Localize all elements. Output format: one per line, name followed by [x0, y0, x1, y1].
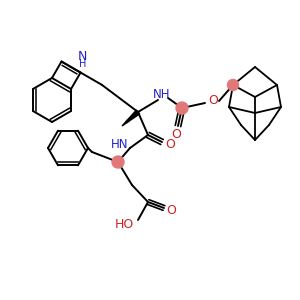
Text: O: O [171, 128, 181, 140]
Circle shape [227, 80, 239, 91]
Text: H: H [79, 58, 86, 68]
Circle shape [112, 156, 124, 168]
Text: O: O [208, 94, 218, 107]
Text: HN: HN [111, 139, 129, 152]
Text: O: O [165, 137, 175, 151]
Circle shape [176, 102, 188, 114]
Text: O: O [166, 203, 176, 217]
Text: N: N [78, 50, 87, 63]
Text: HO: HO [114, 218, 134, 230]
Text: NH: NH [153, 88, 171, 100]
Polygon shape [122, 110, 140, 126]
